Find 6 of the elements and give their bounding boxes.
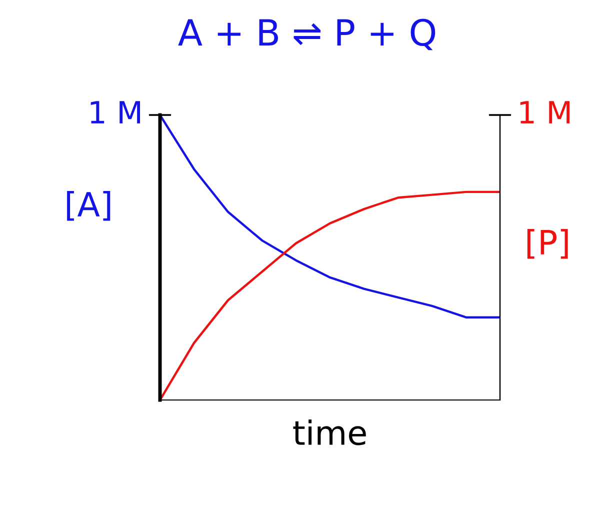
text: 1 M: [90, 101, 140, 124]
y-axis-title: [A]: [67, 191, 110, 221]
chart-title: A + B ⇌ P + Q: [178, 18, 436, 50]
text: 1 M: [520, 101, 570, 124]
y2-axis-title: [P]: [527, 229, 568, 259]
x-axis-title: time: [293, 419, 366, 446]
